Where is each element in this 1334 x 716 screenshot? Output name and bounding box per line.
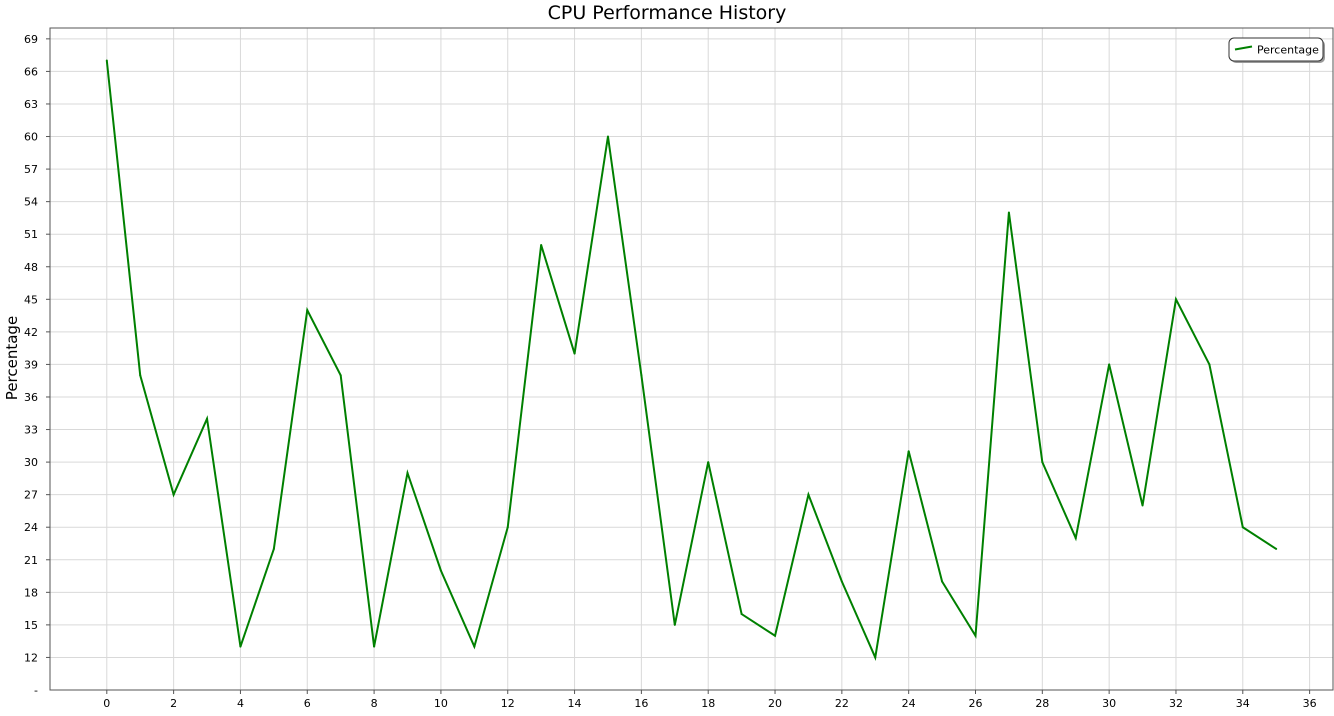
chart-title: CPU Performance History	[547, 2, 787, 24]
data-point	[840, 580, 843, 583]
data-point	[1174, 298, 1177, 301]
data-point	[974, 634, 977, 637]
data-point	[1074, 537, 1077, 540]
data-point	[1041, 461, 1044, 464]
data-point	[907, 450, 910, 453]
data-point	[673, 623, 676, 626]
legend-label: Percentage	[1257, 44, 1319, 57]
x-tick-label: 22	[835, 697, 849, 710]
y-tick-label: 54	[24, 196, 38, 209]
y-tick-label: 57	[24, 163, 38, 176]
x-tick-label: 12	[501, 697, 515, 710]
data-point	[105, 59, 108, 62]
plot-area-frame	[49, 27, 1334, 691]
data-point	[439, 569, 442, 572]
data-point	[640, 374, 643, 377]
data-point	[1208, 363, 1211, 366]
data-point	[172, 493, 175, 496]
x-tick-label: 20	[768, 697, 782, 710]
data-point	[473, 645, 476, 648]
series	[105, 59, 1278, 661]
x-tick-label: 36	[1303, 697, 1317, 710]
y-tick-label-bottom: -	[34, 684, 38, 697]
y-tick-label: 36	[24, 391, 38, 404]
data-point	[874, 656, 877, 659]
x-tick-label: 10	[434, 697, 448, 710]
y-tick-label: 45	[24, 293, 38, 306]
data-point	[941, 580, 944, 583]
data-point	[707, 461, 710, 464]
x-tick-label: 34	[1236, 697, 1250, 710]
x-tick-label: 28	[1035, 697, 1049, 710]
data-point	[774, 634, 777, 637]
x-tick-label: 18	[701, 697, 715, 710]
x-tick-label: 16	[634, 697, 648, 710]
y-tick-label: 42	[24, 326, 38, 339]
data-point	[406, 471, 409, 474]
y-tick-label: 24	[24, 521, 38, 534]
legend-box	[1228, 37, 1324, 62]
x-tick-label: 14	[568, 697, 582, 710]
y-tick-label: 21	[24, 554, 38, 567]
y-tick-label: 27	[24, 489, 38, 502]
x-tick-label: 26	[968, 697, 982, 710]
x-tick-label: 4	[237, 697, 244, 710]
y-tick-label: 60	[24, 131, 38, 144]
y-tick-label: 18	[24, 586, 38, 599]
data-point	[540, 244, 543, 247]
x-tick-label: 30	[1102, 697, 1116, 710]
series-line-percentage	[105, 60, 1277, 661]
y-tick-label: 39	[24, 358, 38, 371]
data-point	[606, 135, 609, 138]
x-tick-label: 24	[902, 697, 916, 710]
x-tick-label: 32	[1169, 697, 1183, 710]
legend-swatch	[1234, 45, 1253, 51]
data-point	[1241, 526, 1244, 529]
data-point	[1141, 504, 1144, 507]
y-tick-label: 30	[24, 456, 38, 469]
data-point	[807, 493, 810, 496]
y-tick-label: 51	[24, 228, 38, 241]
legend: Percentage	[1228, 37, 1325, 63]
data-point	[239, 645, 242, 648]
data-point	[339, 374, 342, 377]
data-point	[1108, 363, 1111, 366]
data-point	[373, 645, 376, 648]
y-tick-label: 48	[24, 261, 38, 274]
data-point	[506, 526, 509, 529]
data-point	[306, 309, 309, 312]
data-point	[740, 613, 743, 616]
x-tick-label: 8	[371, 697, 378, 710]
axis-ticks: 0 2 4 6 8 10 12 14 16 18 20 22 24 26 28 30 32 34 361215182…	[24, 33, 1317, 710]
y-tick-label: 12	[24, 651, 38, 664]
x-tick-label: 2	[170, 697, 177, 710]
data-point	[139, 374, 142, 377]
x-tick-label: 0	[103, 697, 110, 710]
grid	[50, 28, 1333, 690]
data-point	[1007, 211, 1010, 214]
data-point	[573, 352, 576, 355]
x-tick-label: 6	[304, 697, 311, 710]
y-tick-label: 69	[24, 33, 38, 46]
data-point	[206, 417, 209, 420]
data-point	[1275, 547, 1278, 550]
y-tick-label: 63	[24, 98, 38, 111]
y-tick-label: 15	[24, 619, 38, 632]
data-point	[272, 547, 275, 550]
y-tick-label: 33	[24, 424, 38, 437]
y-tick-label: 66	[24, 65, 38, 78]
